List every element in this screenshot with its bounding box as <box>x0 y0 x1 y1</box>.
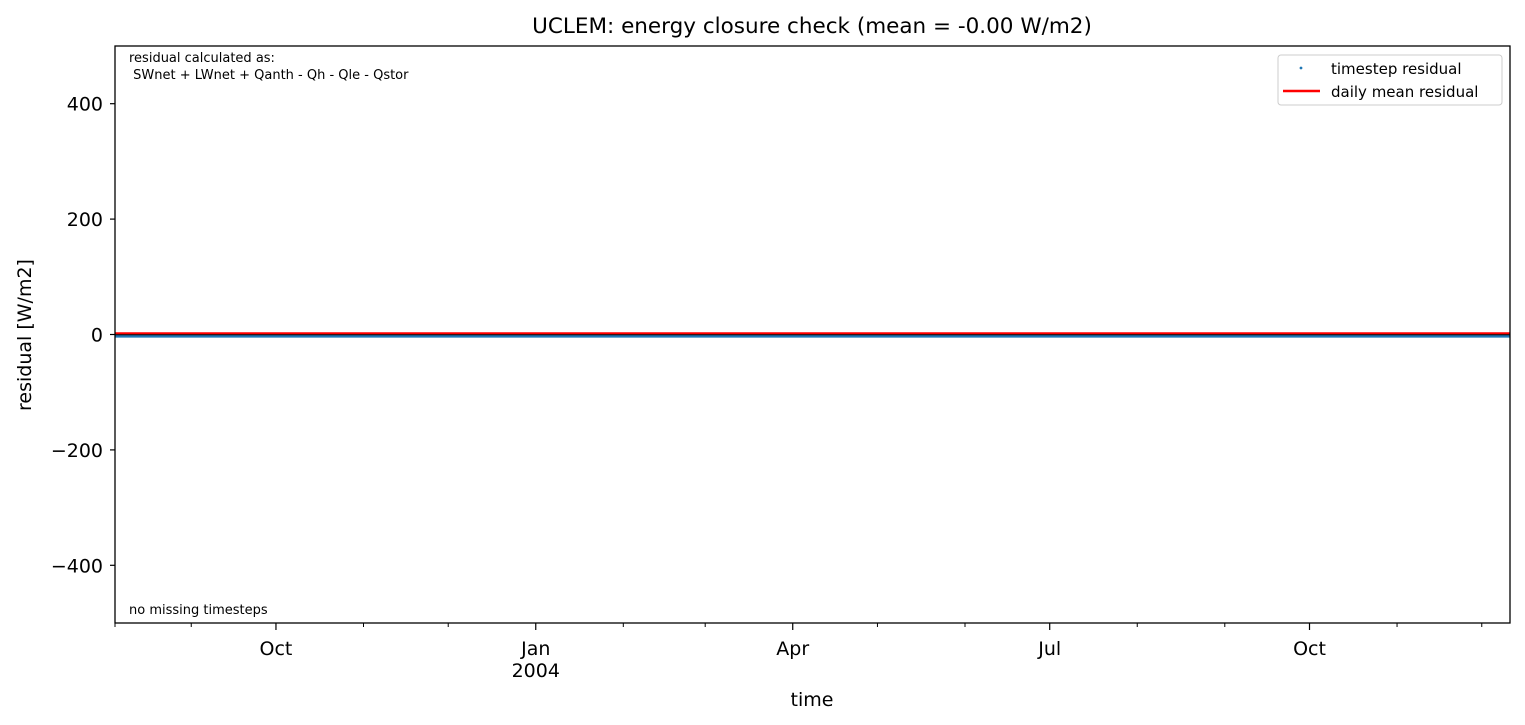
plot-frame <box>114 45 1511 624</box>
y-axis-label: residual [W/m2] <box>14 259 36 411</box>
y-axis-ticks: 400 200 0 −200 −400 <box>51 94 115 577</box>
chart-title: UCLEM: energy closure check (mean = -0.0… <box>532 14 1092 39</box>
legend-label-daily-mean-residual: daily mean residual <box>1331 83 1478 101</box>
x-tick-label: Jan <box>520 638 550 660</box>
formula-line-2: SWnet + LWnet + Qanth - Qh - Qle - Qstor <box>129 68 409 83</box>
formula-line-1: residual calculated as: <box>129 51 275 66</box>
y-tick-label: −200 <box>51 440 103 462</box>
plot-area <box>115 332 1510 338</box>
legend-marker-timestep-residual <box>1299 66 1303 70</box>
legend: timestep residual daily mean residual <box>1277 54 1503 106</box>
legend-box <box>1277 54 1503 106</box>
y-tick-label: 0 <box>91 325 103 347</box>
x-tick-label: Oct <box>260 638 293 660</box>
x-tick-label: Apr <box>776 638 809 660</box>
x-tick-label: Oct <box>1293 638 1326 660</box>
x-tick-year-label: 2004 <box>512 660 560 682</box>
y-tick-label: 400 <box>67 94 103 116</box>
y-tick-label: 200 <box>67 209 103 231</box>
y-tick-label: −400 <box>51 555 103 577</box>
x-axis-label: time <box>791 689 834 711</box>
x-tick-label: Jul <box>1037 638 1061 660</box>
legend-label-timestep-residual: timestep residual <box>1331 60 1462 78</box>
missing-timesteps-note: no missing timesteps <box>129 603 268 618</box>
